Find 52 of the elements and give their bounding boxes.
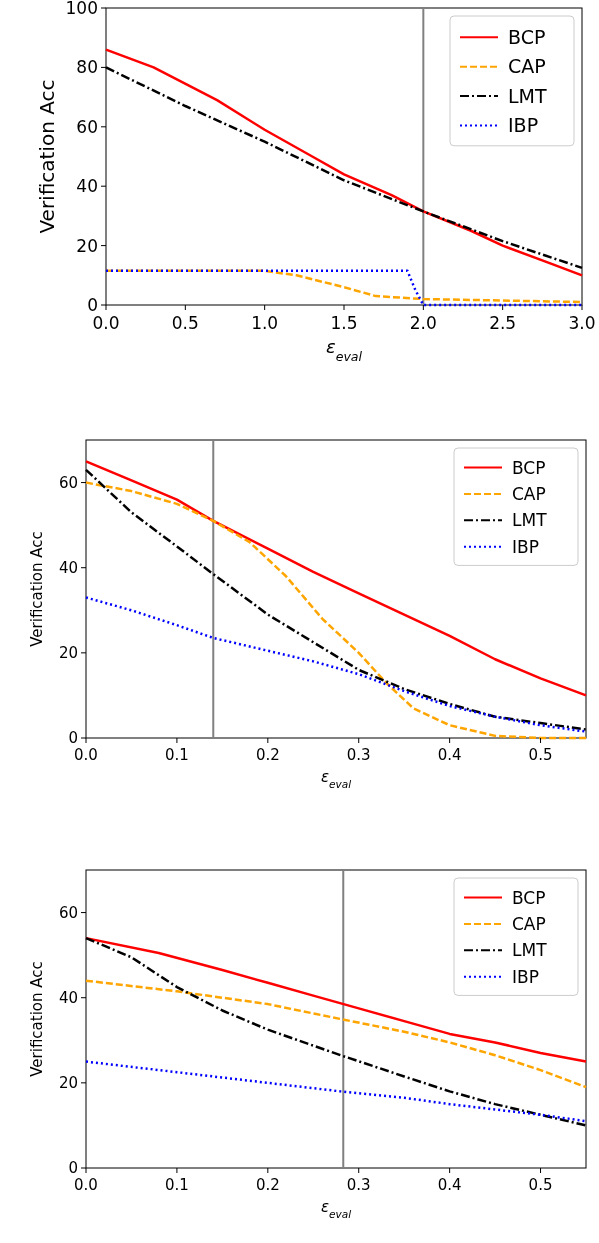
- x-tick-label: 1.5: [330, 313, 358, 333]
- y-axis-title: Verification Acc: [28, 961, 46, 1077]
- x-axis-title: ε$_{eval}$: [325, 336, 363, 364]
- legend-label: LMT: [512, 510, 548, 531]
- legend-label: LMT: [508, 84, 547, 107]
- x-tick-label: 0.5: [171, 313, 199, 333]
- x-tick-label: 0.2: [255, 1176, 280, 1194]
- legend-label: BCP: [512, 457, 546, 478]
- y-axis-title: Verification Acc: [28, 531, 46, 647]
- x-tick-label: 3.0: [568, 313, 596, 333]
- x-axis-title: ε$_{eval}$: [320, 768, 352, 790]
- x-tick-label: 0.0: [92, 313, 120, 333]
- x-tick-label: 0.4: [437, 1176, 462, 1194]
- legend-label: IBP: [512, 966, 539, 987]
- legend-label: CAP: [512, 483, 546, 504]
- x-tick-label: 0.3: [346, 1176, 371, 1194]
- x-tick-label: 0.2: [255, 746, 280, 764]
- legend-label: IBP: [512, 536, 539, 557]
- x-tick-label: 0.1: [164, 1176, 189, 1194]
- y-tick-label: 20: [58, 1074, 78, 1093]
- x-tick-label: 1.0: [251, 313, 279, 333]
- y-tick-label: 0: [87, 294, 98, 315]
- x-tick-label: 0.0: [74, 746, 98, 764]
- y-tick-label: 20: [76, 235, 98, 256]
- legend-label: CAP: [508, 55, 546, 78]
- y-tick-label: 80: [76, 57, 98, 78]
- y-tick-label: 40: [76, 176, 98, 197]
- x-tick-label: 2.0: [409, 313, 437, 333]
- y-tick-label: 60: [58, 473, 78, 492]
- legend-label: CAP: [512, 913, 546, 934]
- x-tick-label: 0.1: [164, 746, 189, 764]
- line-series: [84, 460, 588, 697]
- legend-label: IBP: [508, 114, 539, 137]
- legend-label: BCP: [508, 25, 546, 48]
- y-tick-label: 40: [58, 558, 78, 577]
- y-axis-title: Verification Acc: [35, 79, 59, 234]
- x-tick-label: 0.4: [437, 746, 462, 764]
- y-tick-label: 0: [68, 729, 78, 748]
- x-tick-label: 0.3: [346, 746, 371, 764]
- y-tick-label: 20: [58, 644, 78, 663]
- legend-label: BCP: [512, 887, 546, 908]
- y-tick-label: 60: [58, 903, 78, 922]
- y-tick-label: 0: [68, 1159, 78, 1178]
- x-tick-label: 0.0: [74, 1176, 98, 1194]
- x-tick-label: 2.5: [489, 313, 517, 333]
- y-tick-label: 40: [58, 988, 78, 1007]
- legend-label: LMT: [512, 940, 548, 961]
- y-tick-label: 60: [76, 116, 98, 137]
- x-tick-label: 0.5: [528, 1176, 553, 1194]
- x-tick-label: 0.5: [528, 746, 553, 764]
- y-tick-label: 100: [65, 0, 98, 18]
- x-axis-title: ε$_{eval}$: [320, 1198, 352, 1220]
